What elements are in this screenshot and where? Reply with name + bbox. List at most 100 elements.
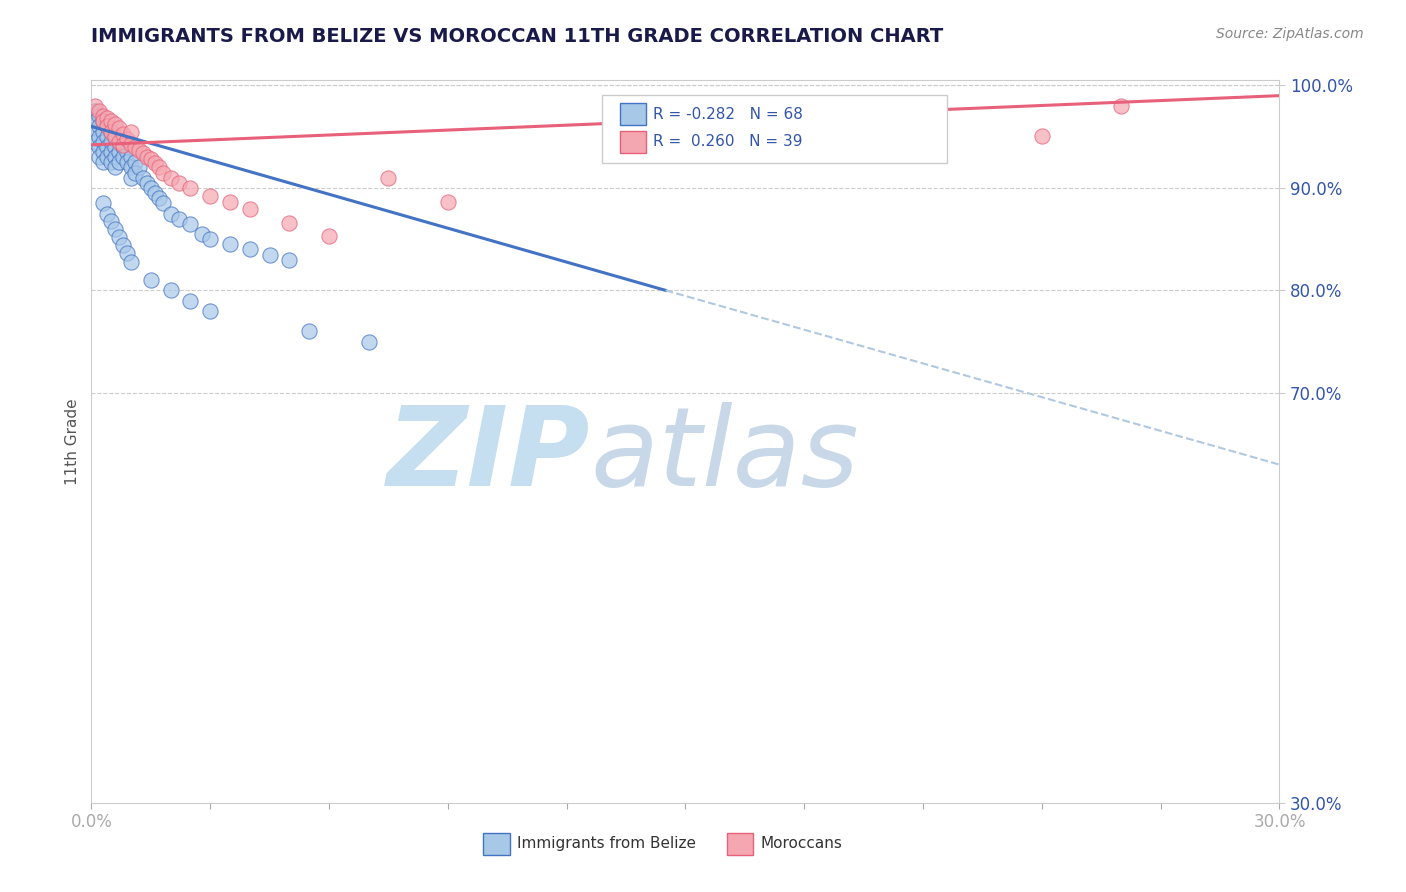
Point bbox=[96, 150, 118, 164]
Point bbox=[128, 143, 150, 157]
Point bbox=[120, 170, 142, 185]
Point bbox=[89, 109, 111, 123]
Point bbox=[100, 145, 122, 159]
Point bbox=[120, 124, 142, 138]
Point bbox=[104, 117, 127, 131]
Point bbox=[436, 195, 458, 210]
Point bbox=[200, 232, 222, 246]
Point bbox=[108, 230, 131, 244]
Point bbox=[100, 213, 122, 227]
Point bbox=[96, 120, 118, 134]
Point bbox=[108, 135, 131, 149]
Point bbox=[108, 121, 131, 136]
FancyBboxPatch shape bbox=[484, 833, 509, 855]
Point bbox=[278, 216, 301, 230]
Point bbox=[96, 112, 118, 126]
Point bbox=[219, 195, 242, 210]
Point bbox=[1031, 128, 1053, 143]
Point bbox=[128, 161, 150, 175]
Point bbox=[91, 196, 114, 211]
Point bbox=[159, 206, 181, 220]
Point bbox=[91, 145, 114, 159]
Point bbox=[84, 135, 107, 149]
Point bbox=[139, 152, 162, 166]
Point bbox=[100, 135, 122, 149]
Point bbox=[104, 150, 127, 164]
Point bbox=[179, 217, 201, 231]
Point bbox=[135, 150, 157, 164]
Point bbox=[112, 150, 135, 164]
FancyBboxPatch shape bbox=[620, 131, 647, 153]
Point bbox=[179, 293, 201, 308]
Point bbox=[318, 229, 340, 244]
Point bbox=[159, 170, 181, 185]
Point bbox=[104, 129, 127, 144]
FancyBboxPatch shape bbox=[602, 95, 946, 163]
Point bbox=[124, 140, 146, 154]
Point bbox=[135, 176, 157, 190]
Point bbox=[84, 99, 107, 113]
Point bbox=[124, 155, 146, 169]
Point bbox=[104, 161, 127, 175]
Point bbox=[104, 222, 127, 236]
Point bbox=[298, 324, 321, 338]
Point bbox=[278, 252, 301, 267]
Point bbox=[357, 334, 380, 349]
Point bbox=[200, 304, 222, 318]
Point bbox=[100, 124, 122, 138]
Point bbox=[673, 145, 696, 159]
Point bbox=[115, 145, 138, 159]
Point bbox=[132, 146, 155, 161]
Point bbox=[112, 238, 135, 252]
Text: ZIP: ZIP bbox=[387, 402, 591, 509]
Point bbox=[91, 109, 114, 123]
Point bbox=[179, 181, 201, 195]
Point bbox=[377, 170, 399, 185]
Point bbox=[104, 140, 127, 154]
Point bbox=[239, 202, 262, 217]
Text: Source: ZipAtlas.com: Source: ZipAtlas.com bbox=[1216, 27, 1364, 41]
Point bbox=[167, 176, 190, 190]
Point bbox=[1109, 99, 1132, 113]
Point bbox=[89, 103, 111, 118]
Point bbox=[89, 140, 111, 154]
Point bbox=[159, 284, 181, 298]
Text: atlas: atlas bbox=[591, 402, 859, 509]
Point bbox=[152, 196, 174, 211]
Point bbox=[112, 127, 135, 141]
Point bbox=[91, 155, 114, 169]
Point bbox=[143, 156, 166, 170]
Point bbox=[89, 150, 111, 164]
Point bbox=[191, 227, 214, 241]
Y-axis label: 11th Grade: 11th Grade bbox=[65, 398, 80, 485]
Point bbox=[259, 247, 281, 261]
Point bbox=[108, 145, 131, 159]
Point bbox=[872, 136, 894, 151]
Point bbox=[89, 129, 111, 144]
Point bbox=[139, 181, 162, 195]
Point bbox=[239, 243, 262, 257]
FancyBboxPatch shape bbox=[727, 833, 754, 855]
Text: R = -0.282   N = 68: R = -0.282 N = 68 bbox=[654, 107, 803, 121]
Point bbox=[115, 155, 138, 169]
Point bbox=[96, 120, 118, 134]
Point bbox=[120, 136, 142, 151]
Point bbox=[91, 124, 114, 138]
Point bbox=[152, 165, 174, 179]
Point bbox=[115, 246, 138, 260]
Point bbox=[96, 206, 118, 220]
FancyBboxPatch shape bbox=[620, 103, 647, 125]
Text: R =  0.260   N = 39: R = 0.260 N = 39 bbox=[654, 134, 803, 149]
Point bbox=[108, 135, 131, 149]
Point bbox=[167, 211, 190, 226]
Point bbox=[112, 140, 135, 154]
Text: Moroccans: Moroccans bbox=[761, 837, 842, 852]
Point bbox=[120, 254, 142, 268]
Point bbox=[219, 237, 242, 252]
Point bbox=[100, 124, 122, 138]
Point bbox=[108, 155, 131, 169]
Point bbox=[143, 186, 166, 200]
Point bbox=[84, 114, 107, 128]
Point bbox=[96, 140, 118, 154]
Point bbox=[132, 170, 155, 185]
